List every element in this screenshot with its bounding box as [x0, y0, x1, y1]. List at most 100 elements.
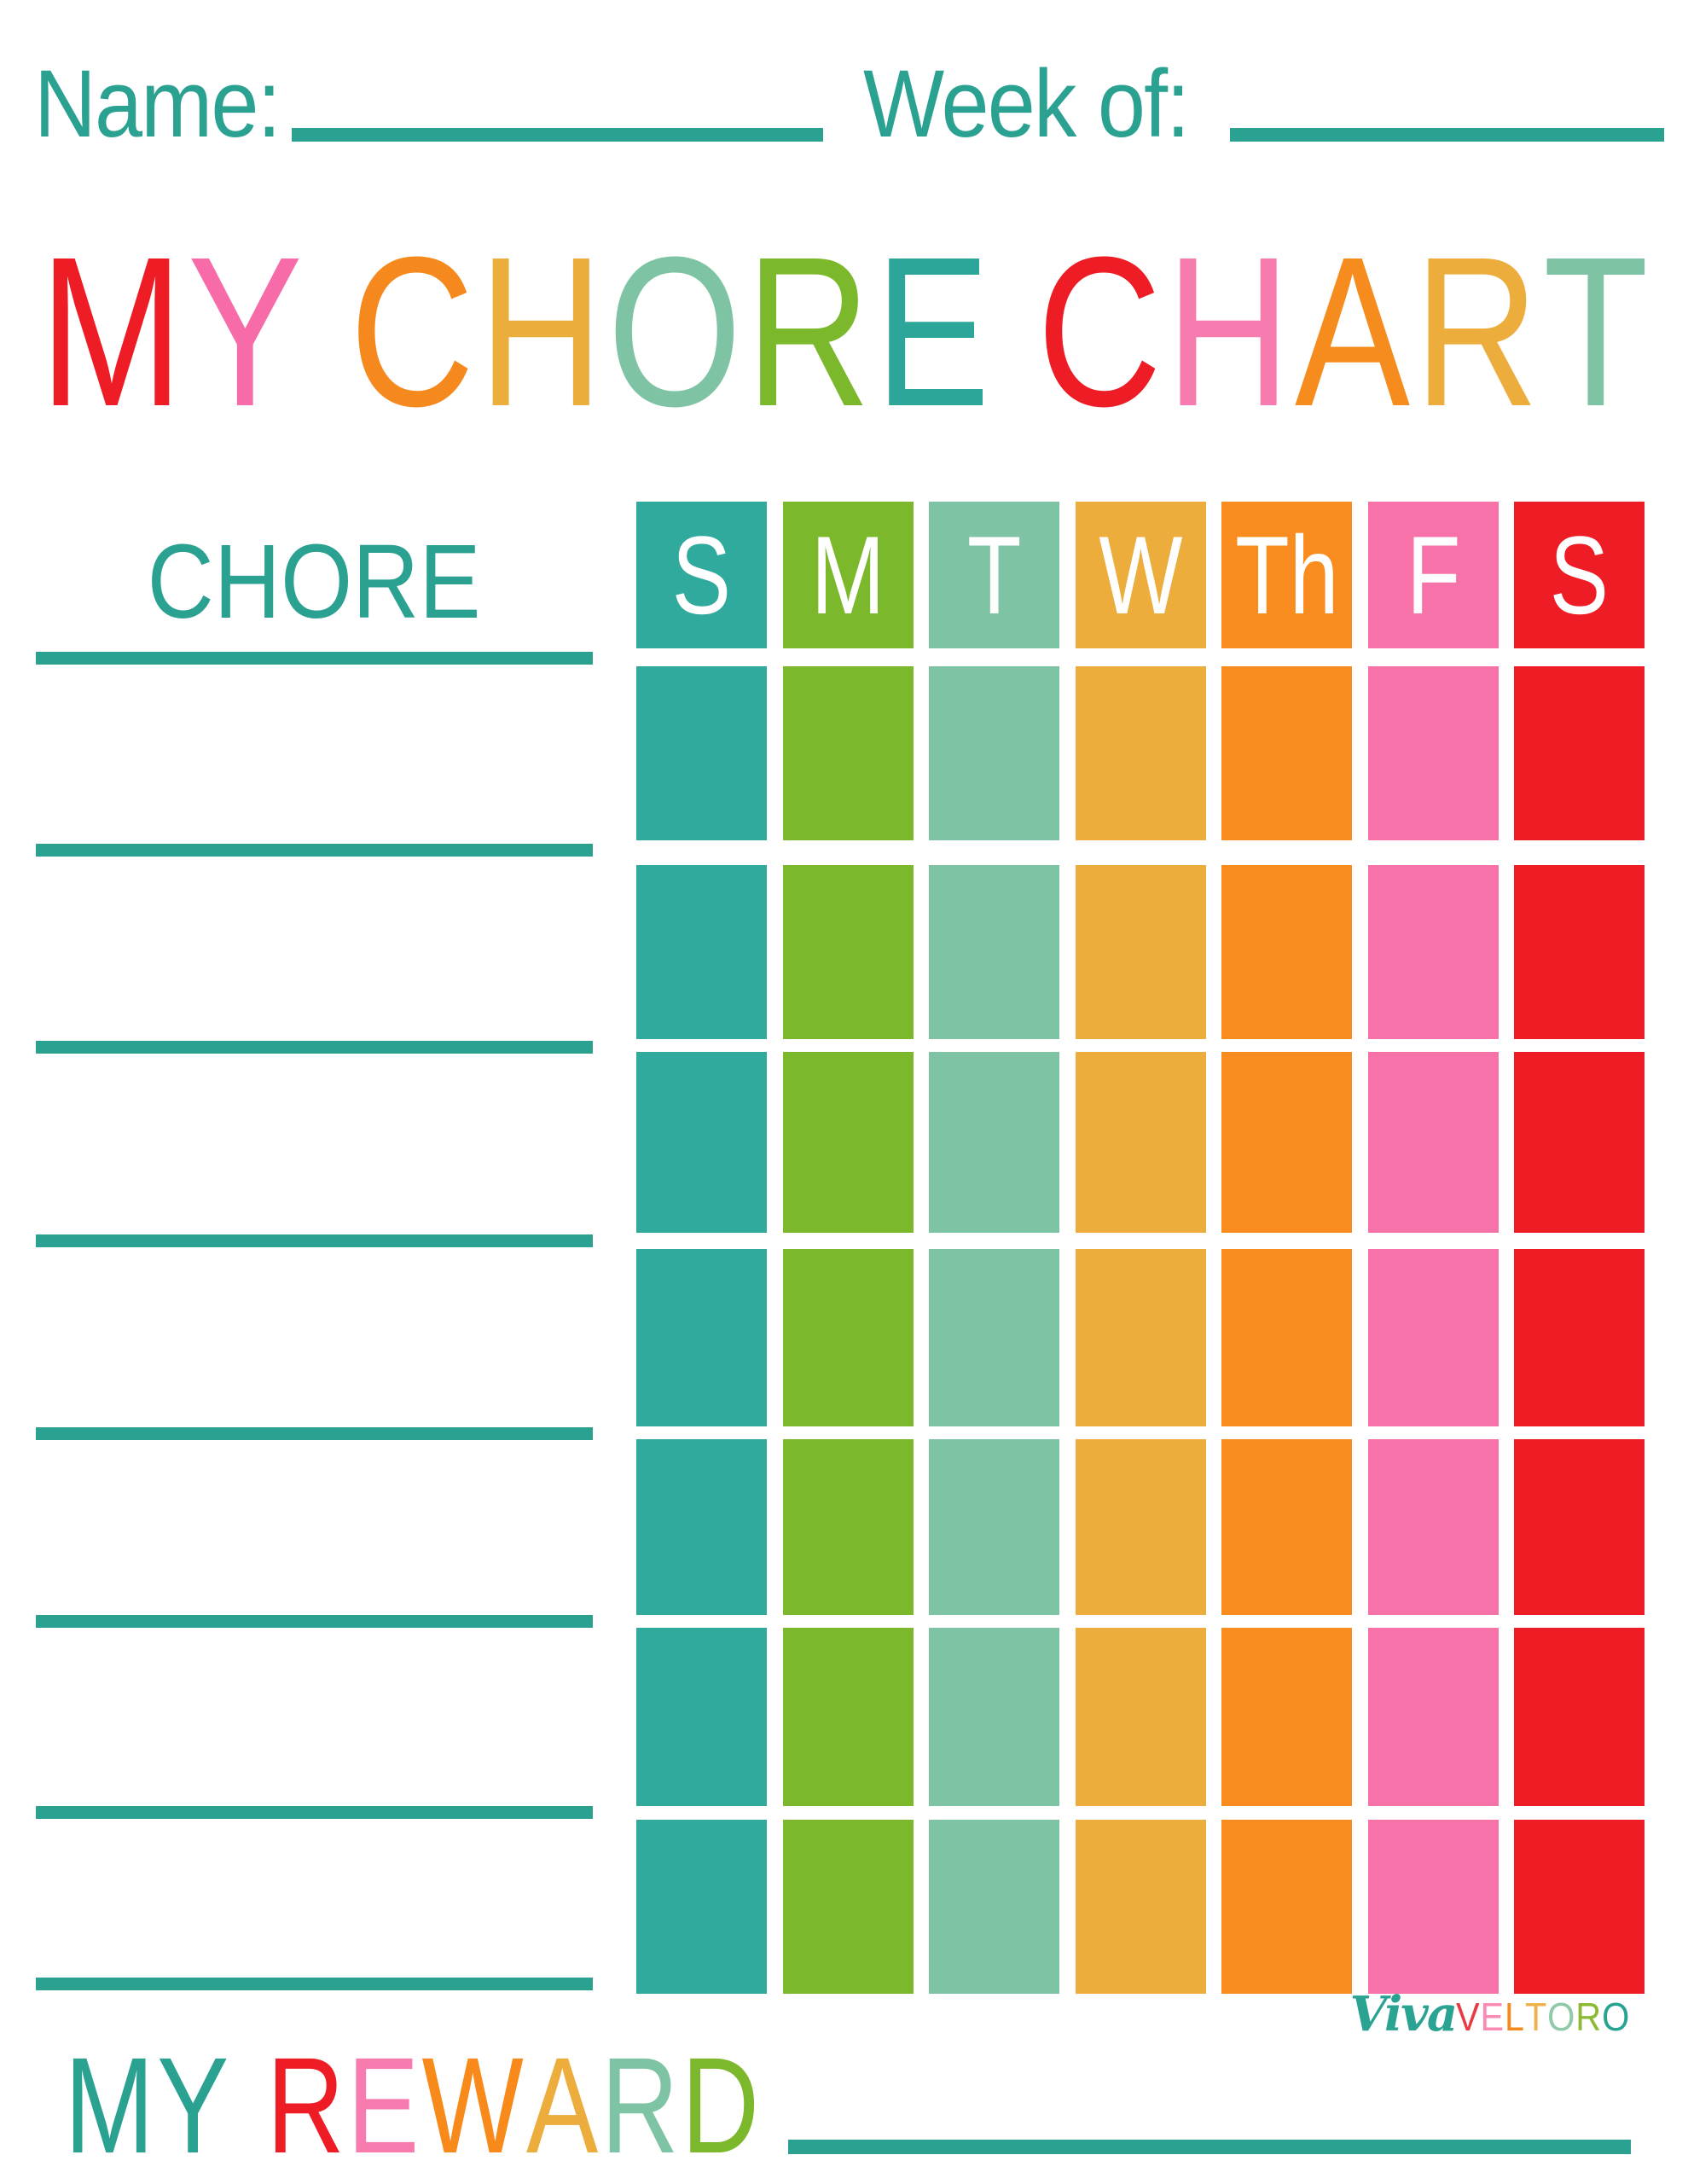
grid-cell	[1221, 865, 1352, 1039]
grid-cell	[1514, 1052, 1644, 1233]
chore-blank-line	[36, 652, 593, 665]
title-letter: C	[1036, 212, 1163, 450]
grid-cell	[636, 1628, 767, 1806]
day-header-label: Th	[1234, 513, 1339, 637]
grid-cell	[929, 1052, 1059, 1233]
title-letter: E	[874, 212, 990, 450]
chore-blank-line	[36, 1041, 593, 1054]
grid-cell	[1514, 865, 1644, 1039]
day-header-cell: S	[1514, 502, 1644, 648]
title-letter: Y	[187, 212, 303, 450]
grid-cell	[783, 1249, 914, 1426]
logo-letter: L	[1505, 1995, 1526, 2039]
grid-cell	[1076, 1249, 1206, 1426]
reward-letter: D	[681, 2029, 760, 2181]
grid-cell	[1514, 1820, 1644, 1994]
day-header-cell: F	[1368, 502, 1499, 648]
week-of-blank-line	[1230, 128, 1664, 142]
grid-cell	[1368, 1439, 1499, 1615]
logo-script-text: Viva	[1349, 1986, 1459, 2042]
logo-letter: O	[1602, 1995, 1631, 2039]
day-header-cell: Th	[1221, 502, 1352, 648]
grid-cell	[1076, 1628, 1206, 1806]
chore-blank-line	[36, 1615, 593, 1628]
grid-cell	[1514, 1249, 1644, 1426]
logo-letter: T	[1525, 1995, 1548, 2039]
title-letter: R	[1413, 212, 1540, 450]
grid-cell	[1221, 1820, 1352, 1994]
grid-cell	[929, 865, 1059, 1039]
grid-cell	[783, 1439, 914, 1615]
reward-letter: M	[64, 2029, 154, 2181]
grid-cell	[636, 865, 767, 1039]
grid-cell	[929, 1249, 1059, 1426]
grid-cell	[1368, 666, 1499, 840]
grid-cell	[1076, 1439, 1206, 1615]
day-header-cell: S	[636, 502, 767, 648]
day-header-label: S	[1549, 513, 1610, 637]
reward-letter: R	[266, 2029, 345, 2181]
title-letter: M	[39, 212, 183, 450]
chore-blank-line	[36, 844, 593, 857]
week-of-label: Week of:	[863, 50, 1190, 157]
reward-letter: W	[421, 2029, 524, 2181]
grid-cell	[783, 1628, 914, 1806]
chore-column-header: CHORE	[36, 530, 593, 635]
day-header-label: F	[1406, 513, 1461, 637]
chore-column-header-text: CHORE	[148, 524, 481, 641]
grid-cell	[1368, 865, 1499, 1039]
logo-letter: O	[1547, 1995, 1576, 2039]
title-letter: T	[1543, 212, 1649, 450]
grid-cell	[929, 666, 1059, 840]
grid-cell	[929, 1628, 1059, 1806]
reward-letter: E	[347, 2029, 420, 2181]
grid-cell	[1514, 1628, 1644, 1806]
logo-letter: V	[1456, 1995, 1481, 2039]
logo-letter: R	[1575, 1995, 1603, 2039]
grid-cell	[1514, 666, 1644, 840]
day-header-cell: W	[1076, 502, 1206, 648]
reward-letter: R	[600, 2029, 679, 2181]
title-letter: R	[745, 212, 871, 450]
grid-cell	[1514, 1439, 1644, 1615]
reward-letter: Y	[157, 2029, 229, 2181]
grid-cell	[783, 666, 914, 840]
grid-cell	[929, 1439, 1059, 1615]
grid-cell	[783, 1052, 914, 1233]
day-header-label: W	[1099, 513, 1183, 637]
grid-cell	[636, 1052, 767, 1233]
chore-blank-line	[36, 1427, 593, 1440]
grid-cell	[1076, 865, 1206, 1039]
grid-cell	[1076, 1820, 1206, 1994]
grid-cell	[1221, 1052, 1352, 1233]
grid-cell	[1221, 666, 1352, 840]
grid-cell	[783, 865, 914, 1039]
chore-blank-line	[36, 1806, 593, 1819]
reward-blank-line	[788, 2140, 1631, 2154]
grid-cell	[1221, 1628, 1352, 1806]
grid-cell	[1076, 1052, 1206, 1233]
title-letter: C	[349, 212, 475, 450]
day-header-cell: M	[783, 502, 914, 648]
grid-cell	[636, 1249, 767, 1426]
grid-cell	[1368, 1820, 1499, 1994]
grid-cell	[1368, 1249, 1499, 1426]
grid-cell	[1221, 1439, 1352, 1615]
grid-cell	[1368, 1628, 1499, 1806]
grid-cell	[636, 1820, 767, 1994]
title-letter: H	[1165, 212, 1291, 450]
name-blank-line	[292, 128, 823, 142]
reward-letter: A	[525, 2029, 599, 2181]
day-header-label: T	[966, 513, 1022, 637]
grid-cell	[636, 1439, 767, 1615]
logo-letter: E	[1480, 1995, 1505, 2039]
day-header-label: M	[811, 513, 885, 637]
grid-cell	[1221, 1249, 1352, 1426]
title-letter: H	[479, 212, 604, 450]
